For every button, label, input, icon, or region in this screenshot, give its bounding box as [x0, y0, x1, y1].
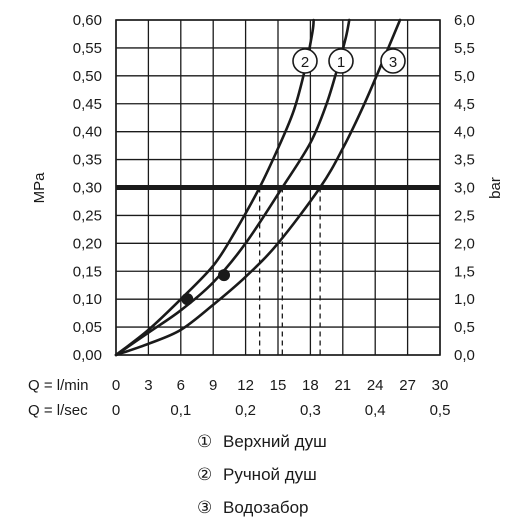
- y-tick-label-right: 0,0: [454, 347, 475, 364]
- series-line-3: [114, 18, 402, 357]
- series-label-3: 3: [389, 54, 397, 71]
- x-tick-label-lps: 0,1: [170, 402, 191, 419]
- y-tick-label-left: 0,45: [73, 96, 102, 113]
- y-tick-label-right: 3,0: [454, 180, 475, 197]
- x-tick-label-lpm: 15: [270, 377, 287, 394]
- y-tick-label-left: 0,10: [73, 291, 102, 308]
- y-axis-label-left: MPa: [31, 172, 48, 204]
- legend-item-3: ③ Водозабор: [197, 498, 308, 517]
- y-tick-label-right: 3,5: [454, 152, 475, 169]
- y-tick-label-left: 0,25: [73, 207, 102, 224]
- x-row-label-lps: Q = l/sec: [28, 402, 88, 419]
- y-tick-label-left: 0,05: [73, 319, 102, 336]
- plot-frame: [115, 19, 441, 356]
- legend-symbol: ③: [197, 498, 212, 517]
- legend-item-1: ① Верхний душ: [197, 432, 327, 451]
- x-tick-label-lpm: 27: [399, 377, 416, 394]
- y-tick-label-left: 0,15: [73, 263, 102, 280]
- legend-label: Верхний душ: [223, 432, 327, 451]
- y-tick-label-left: 0,00: [73, 347, 102, 364]
- y-tick-label-left: 0,40: [73, 124, 102, 141]
- y-tick-label-right: 1,0: [454, 291, 475, 308]
- y-tick-label-left: 0,60: [73, 12, 102, 29]
- y-tick-label-right: 4,0: [454, 124, 475, 141]
- x-tick-label-lps: 0,2: [235, 402, 256, 419]
- y-tick-label-right: 6,0: [454, 12, 475, 29]
- y-tick-label-left: 0,20: [73, 235, 102, 252]
- legend-symbol: ①: [197, 432, 212, 451]
- data-point-marker: [181, 293, 194, 306]
- data-point-marker: [218, 269, 230, 282]
- y-axis-label-right: bar: [487, 177, 504, 199]
- y-tick-label-left: 0,50: [73, 68, 102, 85]
- series-badge-1: [328, 48, 354, 74]
- legend-symbol: ②: [197, 465, 212, 484]
- series-badge-2: [292, 48, 318, 74]
- x-tick-label-lpm: 18: [302, 377, 319, 394]
- y-tick-label-left: 0,35: [73, 152, 102, 169]
- y-tick-label-left: 0,30: [73, 180, 102, 197]
- tick-labels: 0,000,050,100,150,200,250,300,350,400,45…: [73, 12, 475, 419]
- x-tick-label-lpm: 21: [334, 377, 351, 394]
- x-tick-label-lpm: 3: [144, 377, 152, 394]
- series-label-1: 1: [337, 54, 345, 71]
- y-tick-label-left: 0,55: [73, 40, 102, 57]
- x-tick-label-lps: 0,3: [300, 402, 321, 419]
- legend-label: Ручной душ: [223, 465, 317, 484]
- series-label-2: 2: [301, 54, 309, 71]
- x-tick-label-lpm: 30: [432, 377, 449, 394]
- curves: 1 2 3: [114, 18, 440, 357]
- x-tick-label-lpm: 12: [237, 377, 254, 394]
- x-tick-label-lpm: 24: [367, 377, 384, 394]
- y-tick-label-right: 4,5: [454, 96, 475, 113]
- x-row-label-lpm: Q = l/min: [28, 377, 88, 394]
- x-tick-label-lps: 0,4: [365, 402, 386, 419]
- y-tick-label-right: 2,5: [454, 207, 475, 224]
- y-tick-label-right: 2,0: [454, 235, 475, 252]
- x-tick-label-lps: 0,5: [430, 402, 451, 419]
- y-tick-label-right: 5,5: [454, 40, 475, 57]
- series-badge-3: [380, 48, 406, 74]
- legend-item-2: ② Ручной душ: [197, 465, 317, 484]
- legend: ① Верхний душ ② Ручной душ ③ Водозабор: [197, 432, 327, 517]
- plot-border: [115, 19, 441, 356]
- y-tick-label-right: 0,5: [454, 319, 475, 336]
- x-tick-label-lpm: 9: [209, 377, 217, 394]
- x-tick-label-lps: 0: [112, 402, 120, 419]
- legend-label: Водозабор: [223, 498, 309, 517]
- y-tick-label-right: 5,0: [454, 68, 475, 85]
- x-tick-label-lpm: 0: [112, 377, 120, 394]
- y-tick-label-right: 1,5: [454, 263, 475, 280]
- x-tick-label-lpm: 6: [177, 377, 185, 394]
